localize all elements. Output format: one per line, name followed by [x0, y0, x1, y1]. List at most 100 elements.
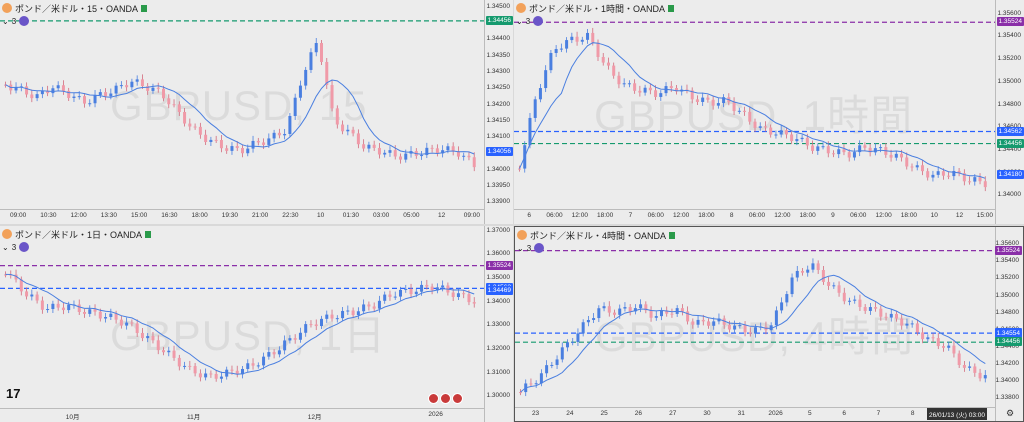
candle	[816, 143, 820, 155]
price-label-badge: 1.34554	[994, 328, 1022, 338]
candle	[56, 81, 60, 92]
candle	[926, 168, 930, 181]
symbol-logo-icon	[2, 229, 12, 239]
chevron-down-icon[interactable]: ⌄	[2, 16, 9, 26]
candle	[383, 149, 387, 158]
pane-title[interactable]: ポンド／米ドル・1日・OANDA	[0, 226, 152, 242]
pane-title[interactable]: ポンド／米ドル・4時間・OANDA	[515, 227, 676, 243]
indicator-icon[interactable]	[533, 16, 544, 26]
candle	[256, 137, 260, 146]
tradingview-logo-icon[interactable]: 17	[6, 386, 21, 401]
chevron-down-icon[interactable]: ⌄	[517, 243, 524, 253]
candle	[219, 371, 223, 383]
price-tick-label: 1.34000	[995, 377, 1020, 385]
chart-pane-15m[interactable]: GBPUSD, 15 ポンド／米ドル・15・OANDA ⌄ 3 1.34500 1…	[0, 0, 513, 224]
time-tick-label: 15:00	[976, 212, 993, 219]
candle	[905, 152, 909, 170]
indicator-icon[interactable]	[19, 16, 30, 26]
candle	[801, 267, 804, 276]
time-tick-label: 6	[527, 212, 531, 219]
time-tick-label: 12:00	[672, 212, 690, 219]
chart-pane-1h[interactable]: GBPUSD, 1時間 ポンド／米ドル・1時間・OANDA ⌄ 3 1.3560…	[514, 0, 1024, 224]
chart-pane-1d[interactable]: GBPUSD, 1日 ポンド／米ドル・1日・OANDA ⌄ 3 17 1.370…	[0, 226, 513, 422]
candle	[430, 144, 434, 153]
candle	[643, 84, 647, 96]
candle	[325, 57, 329, 90]
price-axis[interactable]: 1.37000 1.36000 1.35000 1.34000 1.33000 1.320…	[484, 226, 513, 422]
indicator-row[interactable]: ⌄ 3	[517, 243, 545, 253]
indicator-row[interactable]: ⌄ 3	[516, 16, 544, 26]
candle	[4, 81, 7, 88]
candle	[528, 112, 532, 149]
price-chart[interactable]	[514, 0, 995, 209]
candle	[40, 296, 44, 314]
gear-icon[interactable]: ⚙	[1006, 408, 1015, 418]
candle	[298, 327, 302, 343]
candle	[748, 106, 752, 125]
price-tick-label: 1.34150	[486, 116, 511, 124]
candle	[167, 94, 171, 109]
price-tick-label: 1.35400	[995, 257, 1020, 265]
pane-title[interactable]: ポンド／米ドル・15・OANDA	[0, 0, 148, 16]
candle	[351, 126, 355, 137]
price-label-badge: 1.34456	[485, 15, 513, 25]
price-tick-label: 1.34400	[486, 35, 511, 43]
price-axis[interactable]: 1.356001.354001.352001.350001.348001.346…	[994, 227, 1023, 421]
candle	[246, 359, 250, 372]
candle	[435, 144, 439, 157]
price-chart[interactable]	[0, 0, 484, 209]
candle	[172, 345, 176, 361]
time-tick-label: 16:30	[161, 212, 178, 219]
candle	[606, 57, 610, 70]
price-axis[interactable]: 1.356001.354001.352001.350001.348001.346…	[995, 0, 1024, 224]
time-tick-label: 26	[634, 410, 643, 417]
price-tick-label: 1.35000	[486, 274, 511, 281]
candle	[183, 107, 187, 127]
candle	[61, 302, 65, 315]
candle	[685, 84, 689, 94]
price-tick-label: 1.34400	[995, 343, 1020, 350]
price-axis[interactable]: 1.345001.344501.344001.343501.343001.342…	[484, 0, 513, 224]
candle	[140, 74, 144, 90]
candle	[430, 283, 434, 295]
candle	[978, 173, 982, 185]
candle	[114, 310, 118, 324]
time-tick-label: 7	[876, 410, 881, 417]
candle	[425, 279, 429, 290]
time-axis[interactable]: 10月 11月 12月 2026	[0, 408, 484, 422]
indicator-icon[interactable]	[534, 243, 545, 253]
indicator-row[interactable]: ⌄ 3	[2, 242, 30, 252]
candle	[162, 347, 165, 356]
time-tick-label: 10月	[65, 414, 80, 421]
indicator-count: 3	[11, 242, 17, 252]
time-axis[interactable]: 2324252627303120265678910	[515, 407, 995, 421]
pane-title[interactable]: ポンド／米ドル・1時間・OANDA	[514, 0, 675, 16]
price-label-badge: 1.34562	[996, 126, 1024, 136]
candle	[204, 368, 208, 381]
chevron-down-icon[interactable]: ⌄	[516, 16, 523, 26]
chart-pane-4h[interactable]: GBPUSD, 4時間 ポンド／米ドル・4時間・OANDA ⌄ 3 1.3560…	[514, 226, 1024, 422]
candle	[957, 167, 961, 177]
price-chart[interactable]	[515, 227, 995, 407]
time-axis[interactable]: 6 06:00 12:00 18:00 7 06:00 12:00 18:00 8 06:00 12…	[514, 209, 995, 224]
candle	[130, 319, 134, 327]
candle	[858, 294, 862, 312]
price-tick-label: 1.33800	[995, 394, 1020, 402]
candle	[790, 130, 794, 145]
candle	[151, 83, 155, 94]
indicator-row[interactable]: ⌄ 3	[2, 16, 30, 26]
candle	[367, 301, 371, 311]
price-chart[interactable]	[0, 226, 484, 408]
events-flags-icon[interactable]	[428, 393, 463, 404]
candle	[580, 36, 584, 45]
candle	[952, 165, 956, 181]
candle	[193, 123, 197, 130]
candle	[863, 142, 867, 151]
chevron-down-icon[interactable]: ⌄	[2, 242, 9, 252]
indicator-icon[interactable]	[19, 242, 30, 252]
price-tick-label: 1.34500	[486, 2, 511, 10]
time-axis[interactable]: 09:00 10:30 12:00 13:30 15:00 16:30 18:00 19:30…	[0, 209, 484, 224]
candle	[868, 143, 872, 157]
time-tick-label: 31	[737, 410, 745, 417]
